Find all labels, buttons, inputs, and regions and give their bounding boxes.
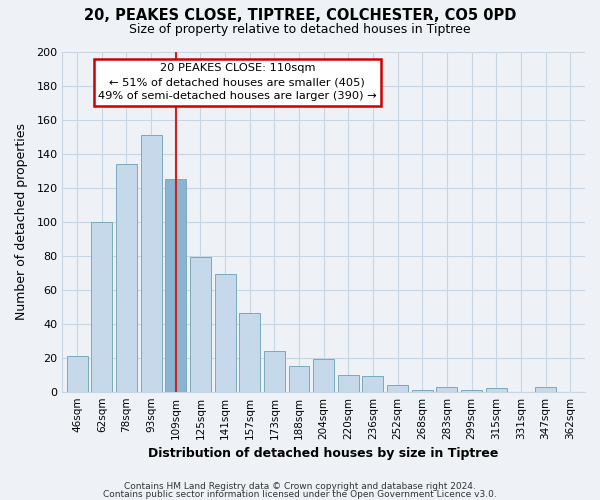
Bar bbox=[387, 385, 408, 392]
Text: Contains public sector information licensed under the Open Government Licence v3: Contains public sector information licen… bbox=[103, 490, 497, 499]
Bar bbox=[436, 386, 457, 392]
Bar bbox=[91, 222, 112, 392]
Bar bbox=[239, 314, 260, 392]
Bar bbox=[338, 374, 359, 392]
Text: 20 PEAKES CLOSE: 110sqm
← 51% of detached houses are smaller (405)
49% of semi-d: 20 PEAKES CLOSE: 110sqm ← 51% of detache… bbox=[98, 64, 377, 102]
Bar bbox=[264, 351, 285, 392]
Bar bbox=[535, 386, 556, 392]
Bar bbox=[362, 376, 383, 392]
Bar bbox=[190, 258, 211, 392]
Bar bbox=[67, 356, 88, 392]
Text: Contains HM Land Registry data © Crown copyright and database right 2024.: Contains HM Land Registry data © Crown c… bbox=[124, 482, 476, 491]
Bar bbox=[289, 366, 310, 392]
X-axis label: Distribution of detached houses by size in Tiptree: Distribution of detached houses by size … bbox=[148, 447, 499, 460]
Text: Size of property relative to detached houses in Tiptree: Size of property relative to detached ho… bbox=[129, 22, 471, 36]
Bar bbox=[461, 390, 482, 392]
Bar bbox=[412, 390, 433, 392]
Bar bbox=[215, 274, 236, 392]
Text: 20, PEAKES CLOSE, TIPTREE, COLCHESTER, CO5 0PD: 20, PEAKES CLOSE, TIPTREE, COLCHESTER, C… bbox=[84, 8, 516, 22]
Y-axis label: Number of detached properties: Number of detached properties bbox=[15, 123, 28, 320]
Bar bbox=[140, 135, 161, 392]
Bar bbox=[165, 179, 186, 392]
Bar bbox=[313, 360, 334, 392]
Bar bbox=[486, 388, 507, 392]
Bar bbox=[116, 164, 137, 392]
